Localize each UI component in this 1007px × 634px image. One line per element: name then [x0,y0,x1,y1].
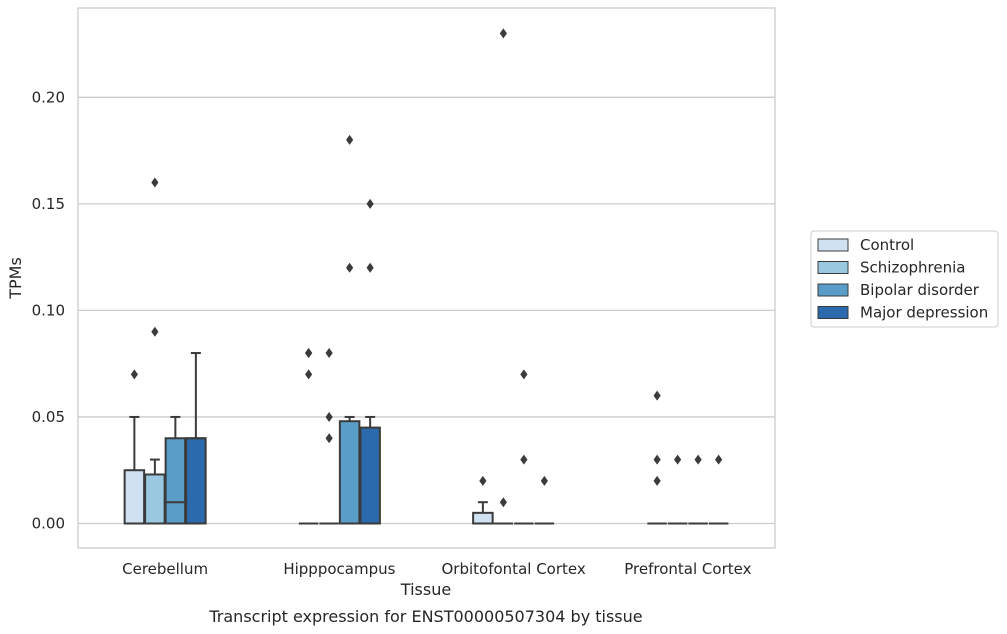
y-tick-label: 0.20 [32,88,65,106]
box-major-depression [359,198,381,525]
legend-label: Schizophrenia [860,259,965,277]
box-control [123,369,146,525]
plot-area [123,28,729,525]
outlier-point [366,198,374,209]
box-schizophrenia [493,28,514,525]
outlier-point [346,262,354,273]
outlier-point [520,369,528,380]
outlier-point [653,475,661,486]
box-control [298,348,319,525]
legend: Control Schizophrenia Bipolar disorder Majo… [810,230,999,328]
box-major-depression [185,352,207,525]
box-schizophrenia [667,454,688,525]
outlier-point [715,454,723,465]
outlier-point [325,348,333,359]
legend-label: Major depression [860,304,988,322]
y-tick-label: 0.10 [32,301,65,319]
outlier-point [674,454,682,465]
x-tick-label: Orbitofontal Cortex [442,560,586,578]
outlier-point [346,134,354,145]
outlier-point [151,177,159,188]
y-tick-label: 0.00 [32,515,65,533]
outlier-point [366,262,374,273]
outlier-point [325,411,333,422]
outlier-point [151,326,159,337]
outlier-point [653,454,661,465]
outlier-point [305,369,313,380]
box-body [338,420,361,525]
outlier-point [305,348,313,359]
box-schizophrenia [319,348,339,525]
box-body [144,473,166,525]
box-control [472,475,494,525]
box-body [185,437,207,525]
legend-swatch [817,306,849,319]
y-axis-title: TPMs [6,257,25,300]
legend-swatch [817,238,849,252]
x-tick-label: Cerebellum [122,560,208,578]
legend-swatch [817,283,849,297]
x-axis-ticks: Cerebellum Hipppocampus Orbitofontal Corte… [122,560,751,578]
y-tick-label: 0.05 [32,408,65,426]
y-axis-ticks: 0.00 0.05 0.10 0.15 0.20 [32,88,65,532]
chart-caption: Transcript expression for ENST0000050730… [208,607,642,626]
box-control [647,390,667,525]
box-body [359,426,381,525]
legend-frame [810,230,999,328]
x-tick-label: Prefrontal Cortex [624,560,751,578]
box-bipolar-disorder [688,454,708,525]
x-tick-label: Hipppocampus [283,560,395,578]
legend-label: Bipolar disorder [860,281,980,299]
outlier-point [499,28,507,39]
outlier-point [479,475,487,486]
legend-swatch [817,261,849,274]
box-bipolar-disorder [338,134,361,525]
outlier-point [694,454,702,465]
box-body [123,469,146,525]
outlier-point [540,475,548,486]
axes-frame [77,7,776,549]
box-body [164,437,187,525]
outlier-point [130,369,138,380]
box-bipolar-disorder [164,415,187,525]
outlier-point [520,454,528,465]
outlier-point [499,497,507,508]
box-bipolar-disorder [514,369,534,525]
outlier-point [653,390,661,401]
box-body [472,511,494,525]
outlier-point [325,433,333,444]
y-tick-label: 0.15 [32,195,65,213]
x-axis-title: Tissue [400,580,451,599]
box-major-depression [534,475,555,525]
box-major-depression [708,454,729,525]
box-schizophrenia [144,177,166,525]
legend-label: Control [860,236,914,254]
